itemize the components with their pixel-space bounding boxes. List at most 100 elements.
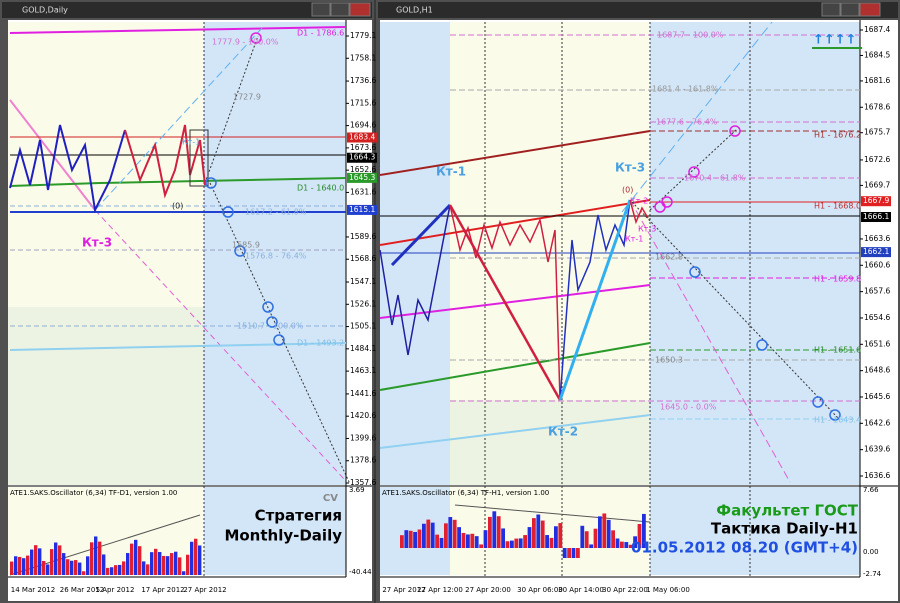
oscillator-bar	[527, 527, 532, 548]
annotation: Кт-2	[548, 425, 578, 439]
oscillator-bar	[186, 554, 190, 575]
oscillator-bar	[134, 539, 138, 575]
price-label: 1526.1	[350, 299, 376, 308]
zone	[8, 22, 204, 307]
oscillator-bar	[58, 545, 62, 575]
annotation: 1670.4 - 61.8%	[684, 174, 746, 183]
annotation: Кт-2	[630, 197, 648, 206]
oscillator-bar	[620, 541, 624, 548]
oscillator-bar	[549, 537, 554, 548]
close-button[interactable]	[859, 2, 881, 17]
minimize-button[interactable]	[311, 2, 331, 17]
overlay-text: Факультет ГОСТ	[716, 502, 859, 520]
annotation: 1727.9	[233, 93, 261, 102]
oscillator-bar	[30, 549, 34, 575]
price-marker	[347, 172, 377, 183]
oscillator-bar	[138, 546, 142, 575]
oscillator-bar	[86, 556, 90, 575]
price-label: 1672.6	[864, 155, 890, 164]
oscillator-bar	[615, 538, 620, 548]
indicator-label: ATE1.SAKS.Oscillator (6,34) TF-D1, versi…	[10, 489, 177, 497]
oscillator-bar	[642, 513, 646, 548]
right-drawing: ↑↑↑↑	[379, 21, 862, 523]
overlay-text: Тактика Daily-H1	[711, 520, 858, 538]
oscillator-bar	[154, 548, 158, 575]
oscillator-bar	[10, 561, 14, 575]
oscillator-bar	[461, 532, 466, 548]
oscillator-bar	[110, 567, 114, 575]
oscillator-bar	[580, 525, 585, 548]
oscillator-bar	[452, 519, 457, 548]
zone	[204, 22, 346, 485]
price-label: 1651.6	[864, 339, 890, 348]
annotation: Кт-1	[182, 138, 200, 147]
price-label: 1652.6	[350, 165, 376, 174]
period-lines	[484, 22, 751, 577]
oscillator-bar	[90, 542, 94, 575]
price-label: 1378.6	[350, 456, 376, 465]
date-label: 26 Mar 2012	[60, 586, 104, 594]
oscillator-bar	[122, 561, 126, 575]
oscillator-bar	[576, 548, 580, 558]
oscillator-bar	[18, 556, 22, 575]
oscillator-bar	[14, 556, 18, 575]
annotation: 1687.7 - 100.0%	[657, 31, 724, 40]
oscillator-bar	[514, 538, 519, 548]
price-label: 1675.7	[864, 128, 890, 137]
oscillator-bar	[70, 560, 74, 575]
annotation: Кт-3	[82, 236, 112, 250]
close-button[interactable]	[349, 2, 371, 17]
oscillator-bar	[66, 559, 70, 575]
wave-line	[390, 203, 452, 267]
oscillator-bar	[198, 545, 202, 575]
price-marker	[347, 204, 377, 215]
oscillator-bar	[170, 553, 174, 575]
annotation: 1777.9 - 100.0%	[212, 38, 279, 47]
oscillator-bar	[142, 561, 146, 575]
price-marker-label: 1645.3	[349, 173, 375, 182]
price-label: 1669.7	[864, 180, 890, 189]
price-label: 1648.6	[864, 366, 890, 375]
oscillator-bar	[426, 519, 431, 548]
left-drawing	[9, 26, 351, 576]
oscillator-bar	[584, 531, 589, 548]
oscillator-bar	[470, 533, 475, 548]
title-bar[interactable]	[378, 2, 898, 18]
oscillator-bar	[479, 544, 483, 548]
window-title: GOLD,Daily	[22, 6, 68, 15]
annotation: D1 - 1640.0	[297, 184, 344, 193]
price-label: 1694.6	[350, 121, 376, 130]
trend-line	[379, 414, 651, 449]
target-circle	[829, 409, 841, 421]
title-bar[interactable]	[2, 2, 372, 18]
oscillator-bar	[82, 571, 86, 575]
oscillator-bar	[408, 530, 413, 548]
indicator-scale: 0.00	[863, 548, 879, 556]
box	[189, 129, 209, 187]
oscillator-bar	[593, 528, 598, 548]
maximize-button[interactable]	[330, 2, 350, 17]
oscillator-bar	[114, 565, 118, 575]
price-line	[629, 199, 649, 225]
indicator-label: ATE1.SAKS.Oscillator (6,34) TF-H1, versi…	[382, 489, 549, 497]
date-label: 30 Apr 06:00	[517, 586, 563, 594]
oscillator-bar	[633, 536, 637, 548]
projection	[209, 182, 351, 485]
price-label: 1654.6	[864, 313, 890, 322]
oscillator-bar	[178, 557, 182, 575]
price-label: 1779.1	[350, 31, 376, 40]
annotation: H1 - 1676.2	[814, 131, 861, 140]
oscillator-bar	[413, 531, 417, 548]
oscillator-bar	[38, 548, 42, 575]
minimize-button[interactable]	[821, 2, 841, 17]
oscillator-bar	[611, 530, 615, 548]
oscillator-bar	[439, 537, 444, 548]
maximize-button[interactable]	[840, 2, 860, 17]
zone	[8, 307, 204, 485]
price-label: 1645.6	[864, 392, 890, 401]
date-label: 27 Apr 2012	[382, 586, 425, 594]
oscillator-bar	[488, 516, 492, 548]
oscillator-bar	[483, 530, 488, 548]
price-marker-label: 1615.1	[349, 205, 375, 214]
annotation: (0)	[172, 202, 183, 211]
